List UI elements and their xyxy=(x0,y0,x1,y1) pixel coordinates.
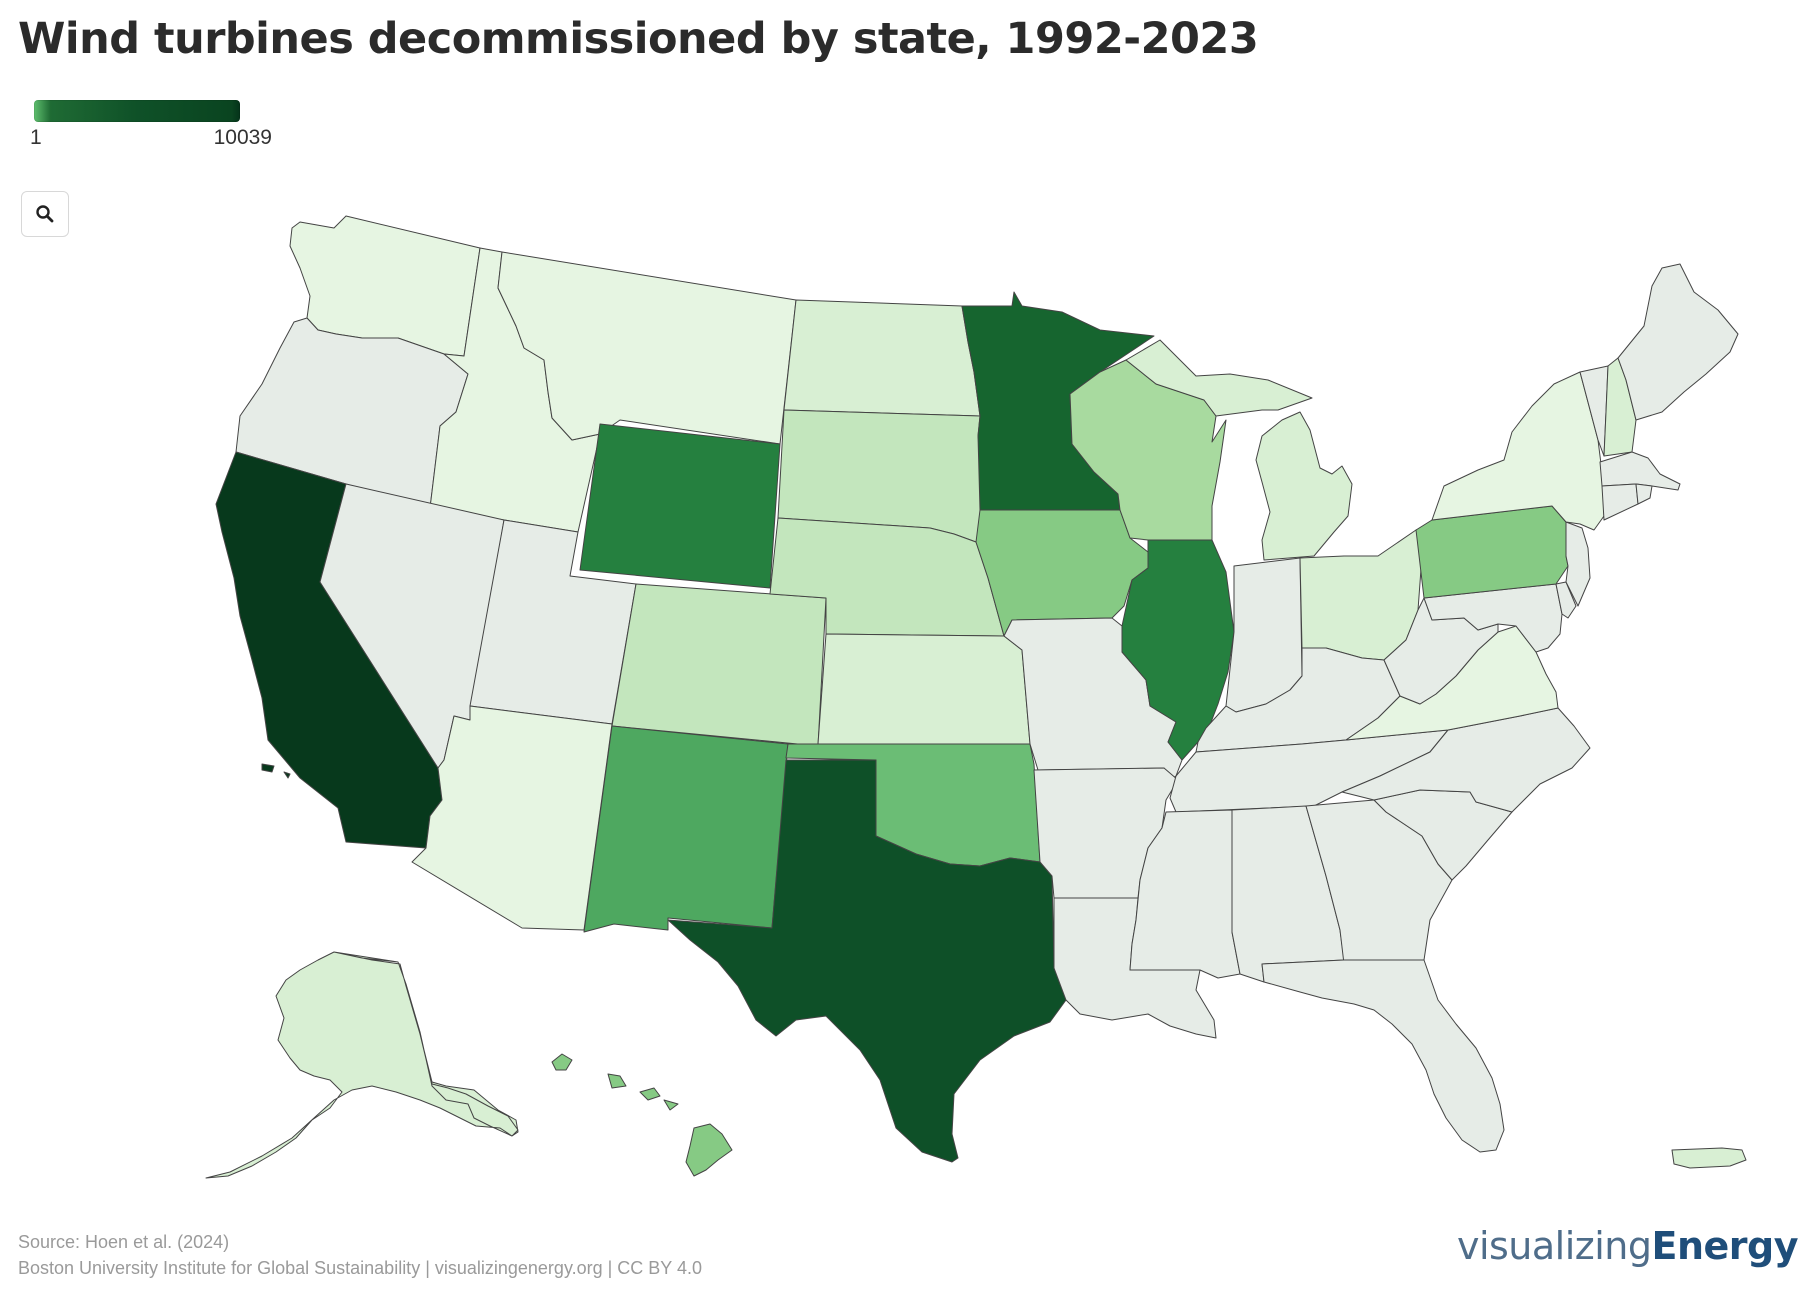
state-california[interactable] xyxy=(215,451,443,849)
state-connecticut[interactable] xyxy=(1601,483,1639,521)
state-hawaii[interactable] xyxy=(551,1053,733,1177)
state-pennsylvania[interactable] xyxy=(1415,505,1569,599)
state-florida[interactable] xyxy=(1261,959,1505,1153)
state-north-dakota[interactable] xyxy=(783,299,981,417)
state-new-york[interactable] xyxy=(1431,371,1605,531)
brand-logo: visualizingEnergy xyxy=(1456,1224,1799,1268)
magnifier-icon xyxy=(36,205,54,223)
state-delaware[interactable] xyxy=(1555,581,1577,619)
state-north-carolina[interactable] xyxy=(1341,707,1591,813)
legend-max-label: 10039 xyxy=(213,126,272,149)
state-michigan[interactable] xyxy=(1125,339,1353,561)
credit-note: Boston University Institute for Global S… xyxy=(18,1258,703,1278)
state-illinois[interactable] xyxy=(1121,539,1235,761)
state-wyoming[interactable] xyxy=(579,423,781,589)
state-colorado[interactable] xyxy=(611,583,827,747)
state-kansas[interactable] xyxy=(817,633,1031,745)
state-texas[interactable] xyxy=(667,759,1067,1163)
legend-min-label: 1 xyxy=(30,126,42,149)
state-rhode-island[interactable] xyxy=(1635,483,1653,505)
state-alaska[interactable] xyxy=(205,951,519,1179)
state-maine[interactable] xyxy=(1617,263,1739,421)
search-button[interactable] xyxy=(21,191,69,237)
source-note: Source: Hoen et al. (2024) xyxy=(18,1232,230,1252)
color-legend: 1 10039 xyxy=(30,100,272,152)
legend-gradient-bar xyxy=(34,100,240,122)
state-iowa[interactable] xyxy=(975,509,1149,637)
state-puerto-rico[interactable] xyxy=(1671,1147,1747,1169)
state-new-mexico[interactable] xyxy=(583,725,789,933)
state-new-jersey[interactable] xyxy=(1565,521,1591,607)
map-title: Wind turbines decommissioned by state, 1… xyxy=(18,14,1259,64)
